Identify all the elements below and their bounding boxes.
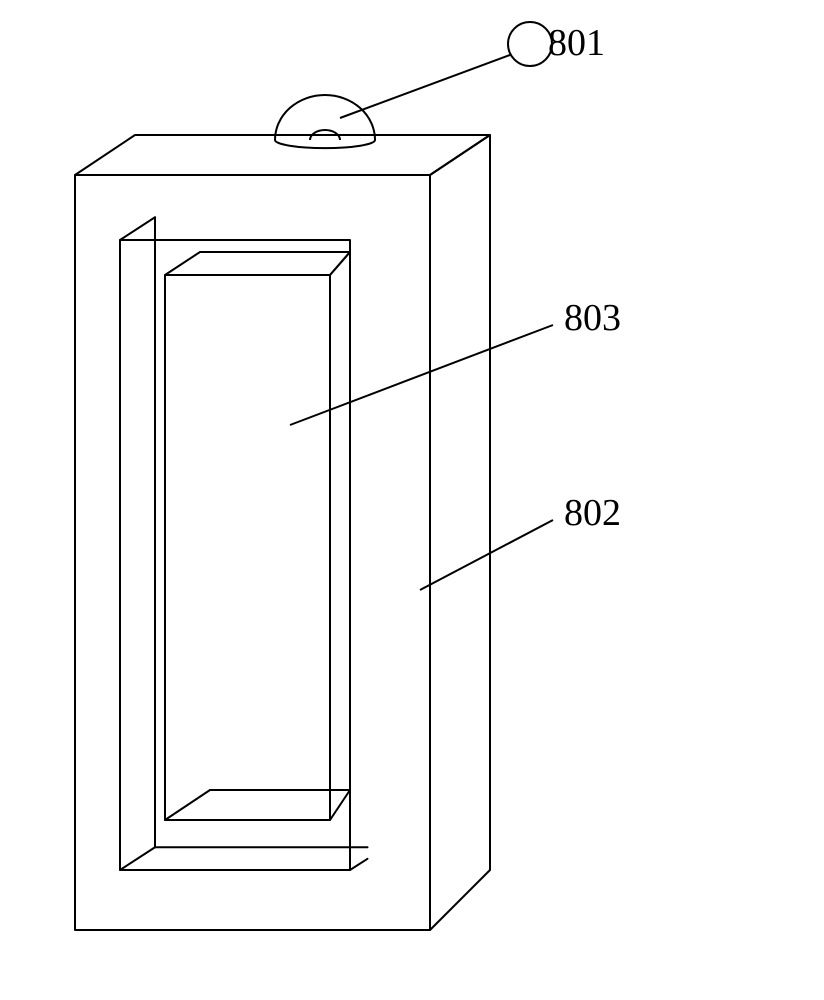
- leader-802: [420, 520, 553, 590]
- dome: [275, 95, 375, 148]
- leader-801-circle: [508, 22, 552, 66]
- outer-frame: [75, 135, 490, 930]
- label-803: 803: [564, 297, 621, 339]
- leader-801: [340, 55, 510, 118]
- label-801: 801: [548, 22, 605, 64]
- label-802: 802: [564, 492, 621, 534]
- diagram-canvas: 801 803 802: [0, 0, 824, 1000]
- inner-box: [165, 252, 350, 820]
- labels: 801 803 802: [548, 22, 621, 534]
